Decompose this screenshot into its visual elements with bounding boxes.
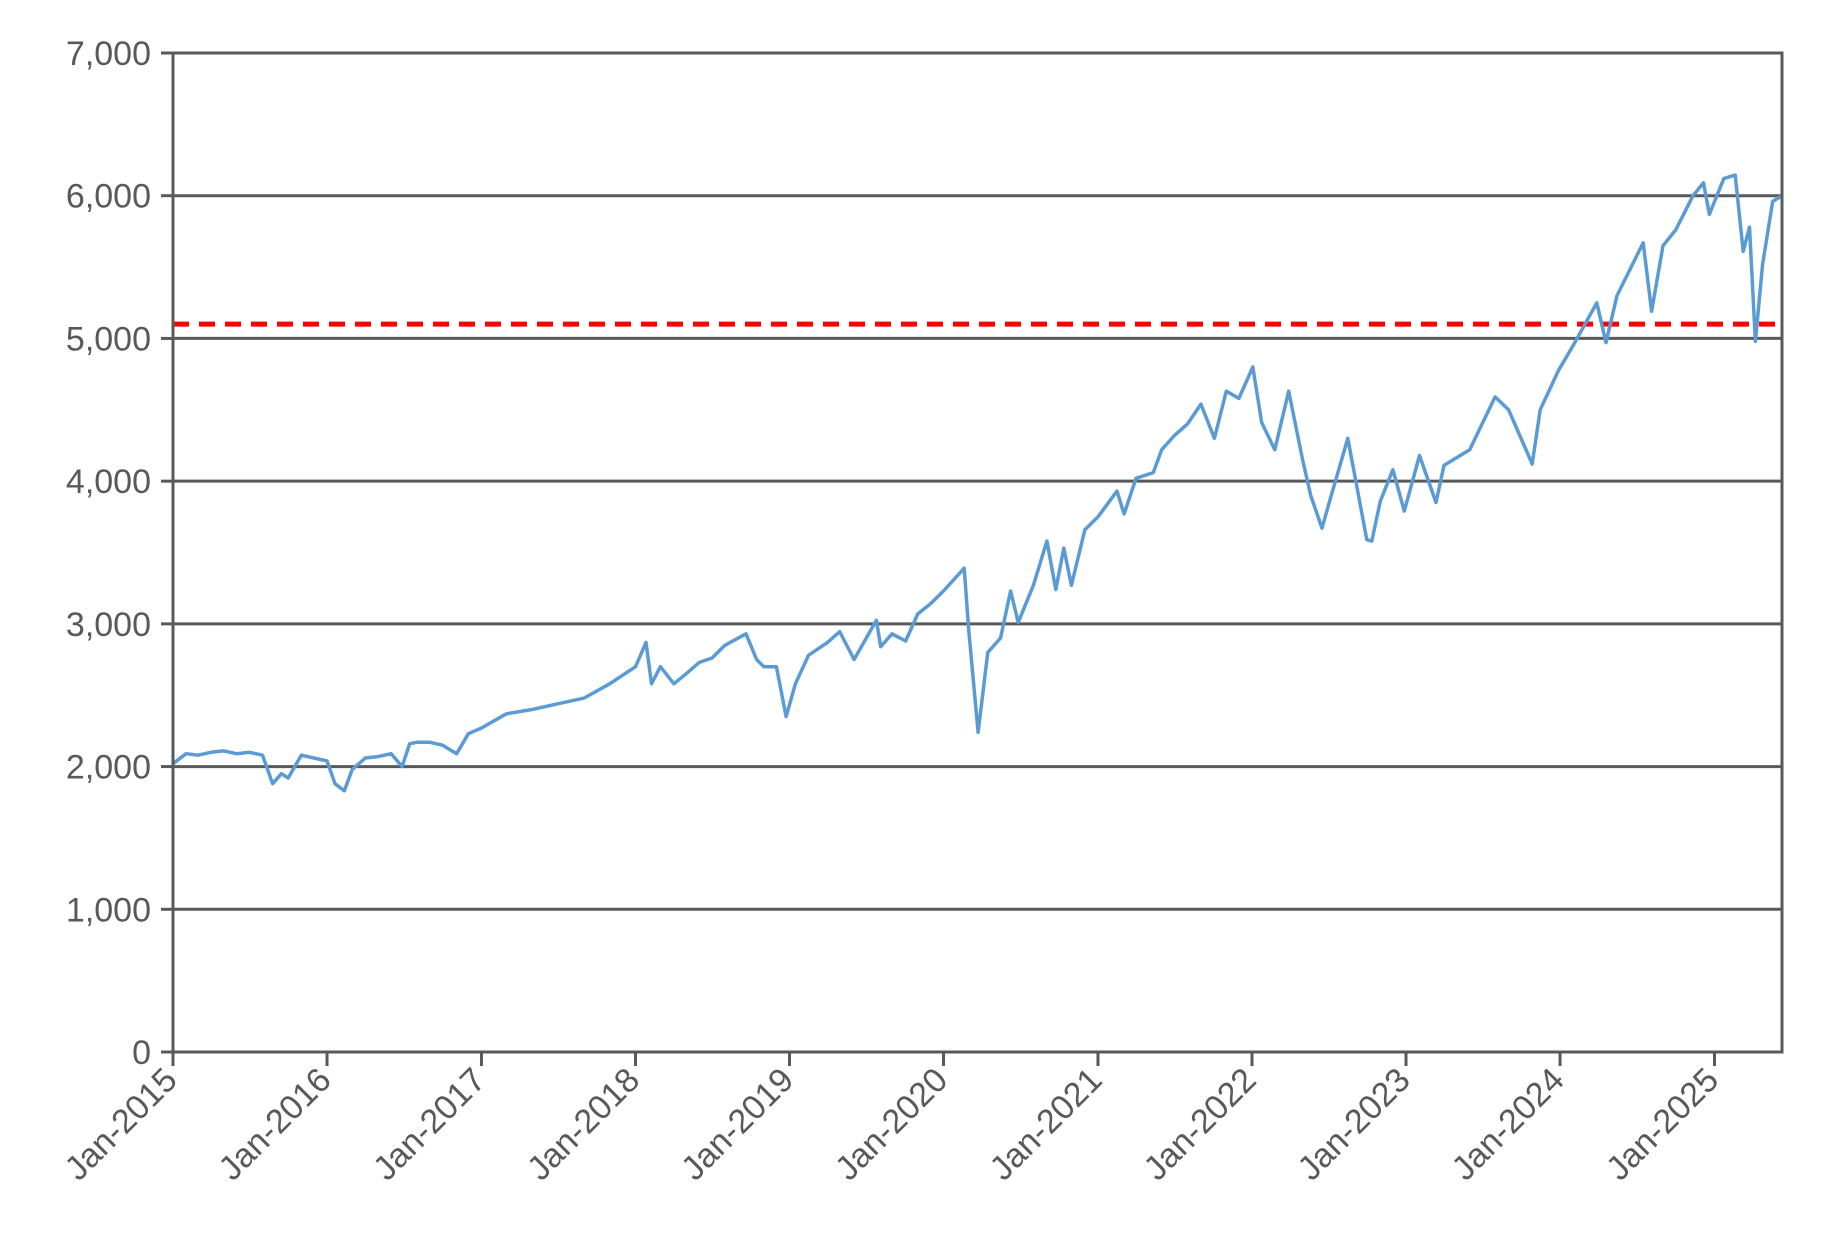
y-tick-labels: 0 1,000 2,000 3,000 4,000 5,000 6,000 7,000 xyxy=(66,35,151,1072)
x-tick-label: Jan-2019 xyxy=(674,1061,801,1188)
plot-frame xyxy=(171,51,1784,1054)
y-tick-label: 3,000 xyxy=(66,606,151,644)
series-line xyxy=(171,173,1783,793)
x-tick-label: Jan-2024 xyxy=(1445,1061,1572,1188)
x-tick-label: Jan-2020 xyxy=(828,1061,955,1188)
y-tick-label: 5,000 xyxy=(66,320,151,358)
x-tick-label: Jan-2016 xyxy=(212,1061,339,1188)
y-tick-label: 6,000 xyxy=(66,178,151,216)
y-tick-label: 7,000 xyxy=(66,35,151,73)
y-tick-label: 4,000 xyxy=(66,463,151,501)
x-tick-label: Jan-2021 xyxy=(983,1061,1110,1188)
y-tick-label: 1,000 xyxy=(66,891,151,929)
gridlines xyxy=(173,51,1782,1054)
x-tick-label: Jan-2022 xyxy=(1137,1061,1264,1188)
x-tick-labels: Jan-2015 Jan-2016 Jan-2017 Jan-2018 Jan-2019… xyxy=(58,1061,1727,1188)
axes xyxy=(161,51,1784,1066)
series-layer xyxy=(171,173,1783,793)
y-tick-label: 0 xyxy=(132,1034,151,1072)
x-tick-label: Jan-2018 xyxy=(520,1061,647,1188)
x-tick-label: Jan-2025 xyxy=(1599,1061,1726,1188)
x-tick-label: Jan-2017 xyxy=(366,1061,493,1188)
x-tick-label: Jan-2023 xyxy=(1291,1061,1418,1188)
x-tick-label: Jan-2015 xyxy=(58,1061,185,1188)
y-tick-label: 2,000 xyxy=(66,749,151,787)
